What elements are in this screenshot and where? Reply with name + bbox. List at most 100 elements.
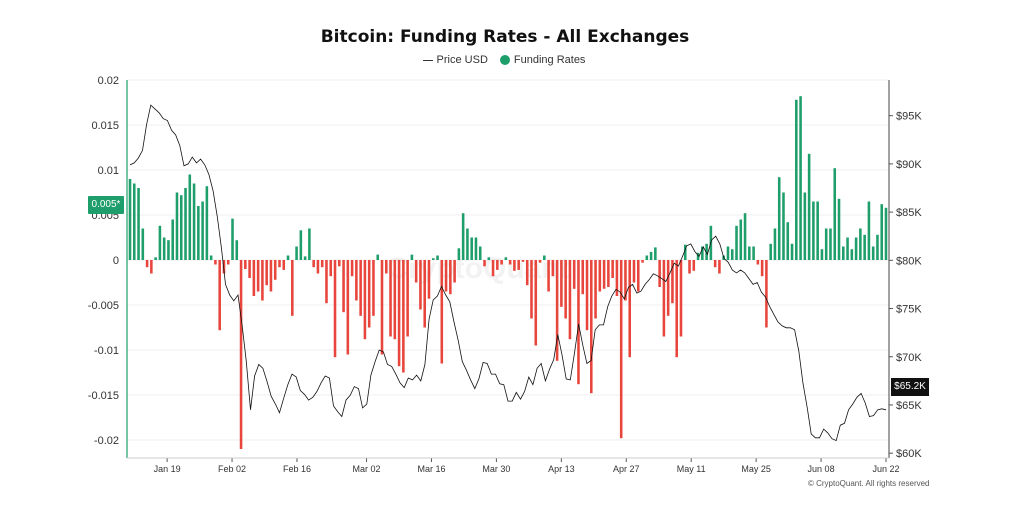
funding-bar	[837, 198, 841, 260]
funding-bar	[419, 260, 422, 310]
left-tick-label: 0.01	[98, 165, 119, 177]
funding-bar	[128, 179, 132, 260]
funding-bar	[705, 243, 708, 260]
funding-bar	[299, 230, 303, 260]
funding-bar	[483, 260, 486, 267]
price-legend-line	[422, 59, 433, 61]
funding-bar	[829, 228, 832, 260]
funding-bar	[850, 249, 854, 260]
funding-bar	[295, 246, 298, 260]
funding-bar	[842, 246, 845, 260]
left-tick-label: 0	[113, 255, 119, 267]
funding-bar	[692, 260, 696, 271]
x-tick-label: Apr 13	[548, 464, 575, 474]
funding-bar	[406, 260, 409, 337]
funding-bar	[876, 234, 879, 260]
axes: 0.020.0150.010.0050-0.005-0.01-0.015-0.0…	[88, 75, 923, 474]
left-tick-label: 0.015	[91, 120, 119, 132]
funding-bar	[192, 183, 196, 260]
funding-bar	[517, 260, 520, 270]
funding-bar	[743, 213, 747, 260]
funding-bar	[658, 260, 661, 287]
right-tick-label: $85K	[896, 207, 922, 219]
funding-bar	[628, 260, 632, 358]
left-tick-label: -0.02	[94, 435, 119, 447]
funding-bar	[282, 260, 286, 270]
funding-bar	[214, 260, 217, 265]
funding-bar	[402, 260, 405, 373]
price-line	[129, 104, 887, 442]
funding-bar	[508, 260, 512, 265]
current-price-badge: $65.2K	[891, 378, 929, 396]
left-tick-label: -0.01	[94, 345, 119, 357]
funding-bar	[367, 260, 371, 328]
funding-bar	[530, 260, 533, 319]
x-tick-label: Mar 16	[417, 464, 445, 474]
right-tick-label: $75K	[896, 304, 922, 316]
funding-bar	[683, 244, 687, 260]
funding-bar	[252, 260, 256, 296]
funding-bar	[209, 255, 213, 260]
funding-legend-label[interactable]: Funding Rates	[513, 54, 586, 67]
funding-bar	[372, 260, 375, 316]
funding-bar	[273, 260, 277, 280]
funding-bar	[376, 254, 380, 260]
funding-bar	[231, 218, 234, 260]
right-tick-label: $65K	[896, 400, 922, 412]
funding-bar	[880, 204, 884, 260]
funding-bar	[572, 260, 576, 289]
funding-bar	[504, 257, 508, 260]
funding-bar	[696, 252, 700, 260]
funding-bar	[551, 260, 555, 277]
right-tick-label: $80K	[896, 255, 922, 267]
right-tick-label: $70K	[896, 352, 922, 364]
funding-bar	[137, 188, 140, 260]
funding-bar	[261, 260, 264, 301]
funding-bar	[636, 260, 640, 292]
funding-bar	[602, 260, 606, 289]
funding-bar	[619, 260, 623, 439]
funding-bar	[449, 260, 452, 295]
funding-bar	[513, 260, 516, 271]
funding-bar	[568, 260, 572, 340]
funding-bar	[222, 260, 226, 274]
funding-bar	[265, 260, 268, 286]
funding-bar	[171, 219, 174, 260]
funding-bar	[790, 243, 794, 260]
funding-bar	[141, 228, 145, 260]
x-tick-label: Feb 02	[218, 464, 246, 474]
funding-bar	[359, 260, 362, 316]
funding-bar	[760, 260, 764, 277]
funding-bar	[205, 186, 209, 260]
price-legend-label[interactable]: Price USD	[436, 54, 488, 67]
funding-bar	[564, 260, 567, 319]
funding-bar	[773, 228, 777, 260]
left-tick-label: 0.02	[98, 75, 119, 87]
funding-bar	[713, 260, 717, 268]
funding-bar	[752, 246, 755, 260]
funding-bar	[286, 255, 290, 260]
funding-bar	[350, 260, 354, 277]
x-tick-label: May 11	[677, 464, 706, 474]
copyright-text: © CryptoQuant. All rights reserved	[808, 479, 930, 488]
funding-bar	[662, 260, 666, 337]
funding-bar	[244, 260, 247, 269]
x-tick-label: Mar 30	[482, 464, 510, 474]
watermark: CryptoQuant	[386, 252, 569, 285]
funding-bar	[308, 228, 311, 260]
funding-bar	[590, 260, 593, 394]
funding-bar	[577, 260, 580, 385]
funding-bar	[278, 260, 281, 268]
right-tick-label: $60K	[896, 448, 922, 460]
funding-bar	[820, 249, 824, 260]
funding-bar	[854, 237, 858, 260]
funding-bar	[457, 248, 461, 260]
funding-bar	[812, 201, 815, 260]
funding-bar	[197, 206, 200, 260]
funding-bar	[150, 260, 153, 274]
funding-bar	[560, 260, 563, 307]
funding-bar	[132, 183, 136, 260]
funding-bar	[675, 260, 678, 358]
funding-bar	[867, 201, 871, 260]
funding-bar	[534, 260, 538, 346]
